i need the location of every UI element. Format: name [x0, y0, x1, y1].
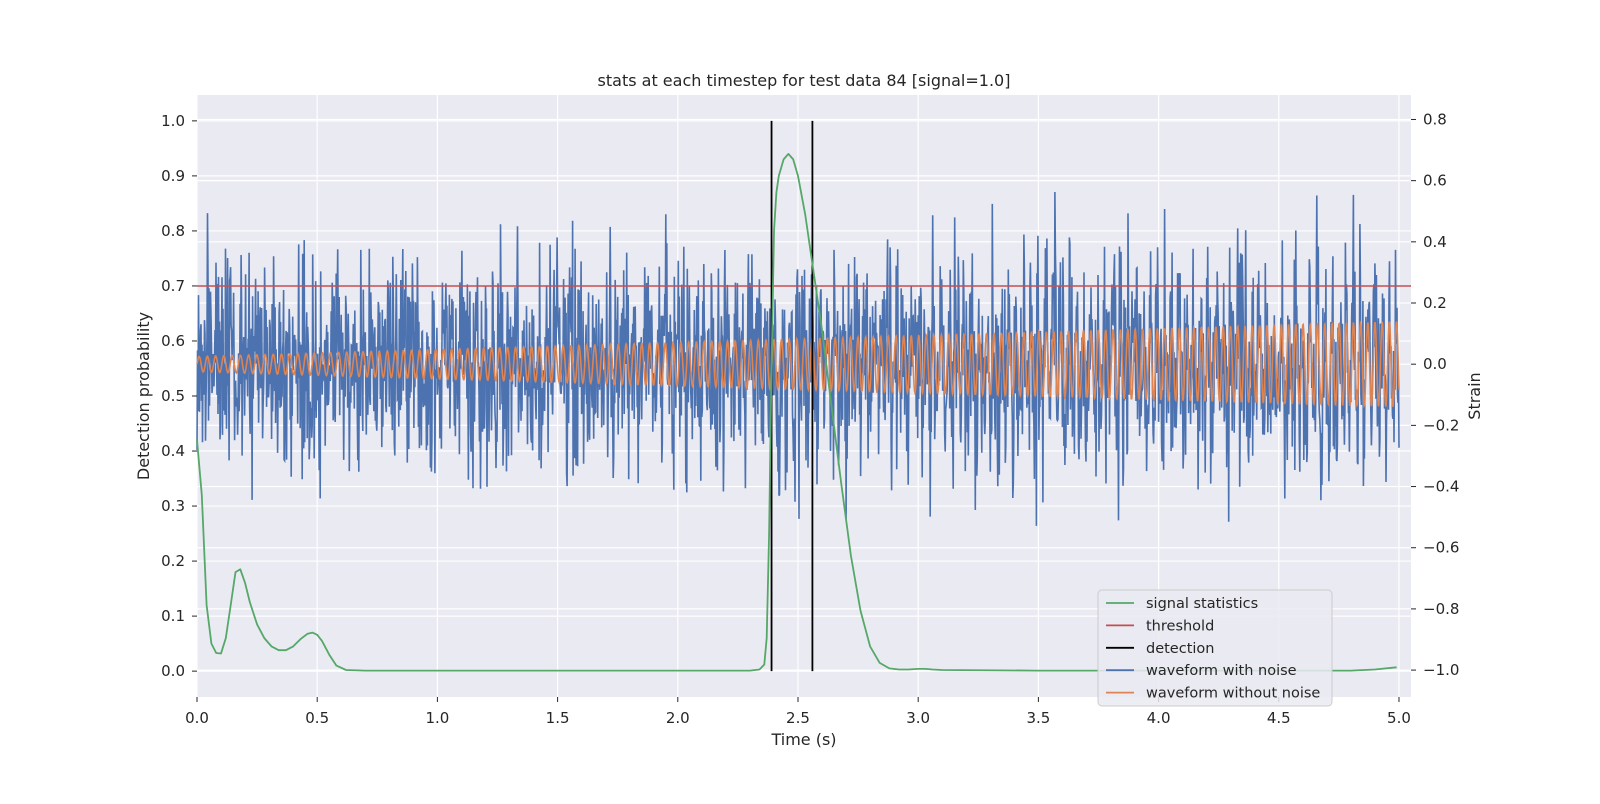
legend-label: signal statistics — [1146, 596, 1258, 612]
legend: signal statistics threshold detection wavef… — [1097, 589, 1333, 707]
y-left-tick-label: 0.0 — [161, 662, 185, 680]
x-tick-label: 4.5 — [1267, 709, 1291, 727]
y-left-tick-label: 0.8 — [161, 222, 185, 240]
legend-label: detection — [1146, 641, 1214, 657]
y-axis-left-label: Detection probability — [134, 312, 153, 480]
y-right-tick-label: 0.4 — [1423, 233, 1447, 251]
y-right-tick-label: 0.6 — [1423, 172, 1447, 190]
legend-label: waveform without noise — [1146, 686, 1320, 702]
x-tick-label: 4.0 — [1147, 709, 1171, 727]
y-left-tick-label: 0.7 — [161, 277, 185, 295]
y-right-tick-label: −0.4 — [1423, 478, 1459, 496]
legend-label: threshold — [1146, 618, 1214, 634]
y-left-tick-label: 0.3 — [161, 497, 185, 515]
x-tick-label: 3.0 — [906, 709, 930, 727]
series-layer — [196, 120, 1411, 672]
y-right-tick-label: −0.6 — [1423, 539, 1459, 557]
y-left-tick-label: 0.1 — [161, 607, 185, 625]
x-tick-label: 5.0 — [1387, 709, 1411, 727]
y-right-tick-label: 0.2 — [1423, 294, 1447, 312]
chart-title: stats at each timestep for test data 84 … — [598, 71, 1011, 90]
y-left-tick-label: 0.4 — [161, 442, 185, 460]
y-right-tick-label: 0.8 — [1423, 110, 1447, 128]
y-left-tick-label: 0.6 — [161, 332, 185, 350]
y-left-tick-label: 0.2 — [161, 552, 185, 570]
axis-layer: 0.0 0.5 1.0 1.5 2.0 2.5 3.0 3.5 4.0 4.5 5.0 0.0 0.1 0… — [161, 110, 1459, 727]
y-right-tick-label: −0.2 — [1423, 416, 1459, 434]
x-tick-label: 0.0 — [185, 709, 209, 727]
x-tick-label: 3.5 — [1026, 709, 1050, 727]
x-tick-label: 1.0 — [425, 709, 449, 727]
x-axis-label: Time (s) — [770, 730, 836, 749]
y-right-tick-label: −0.8 — [1423, 600, 1459, 618]
series-signal-statistics — [196, 152, 1397, 672]
y-left-tick-label: 1.0 — [161, 112, 185, 130]
y-right-tick-label: 0.0 — [1423, 355, 1447, 373]
y-left-tick-label: 0.5 — [161, 387, 185, 405]
y-right-tick-label: −1.0 — [1423, 661, 1459, 679]
legend-box — [1097, 589, 1333, 707]
x-tick-label: 2.0 — [666, 709, 690, 727]
legend-label: waveform with noise — [1146, 663, 1297, 679]
y-axis-right-label: Strain — [1465, 372, 1484, 419]
y-left-tick-label: 0.9 — [161, 167, 185, 185]
series-waveform-without-noise — [196, 320, 1400, 409]
x-tick-label: 0.5 — [305, 709, 329, 727]
x-tick-label: 2.5 — [786, 709, 810, 727]
x-tick-label: 1.5 — [546, 709, 570, 727]
